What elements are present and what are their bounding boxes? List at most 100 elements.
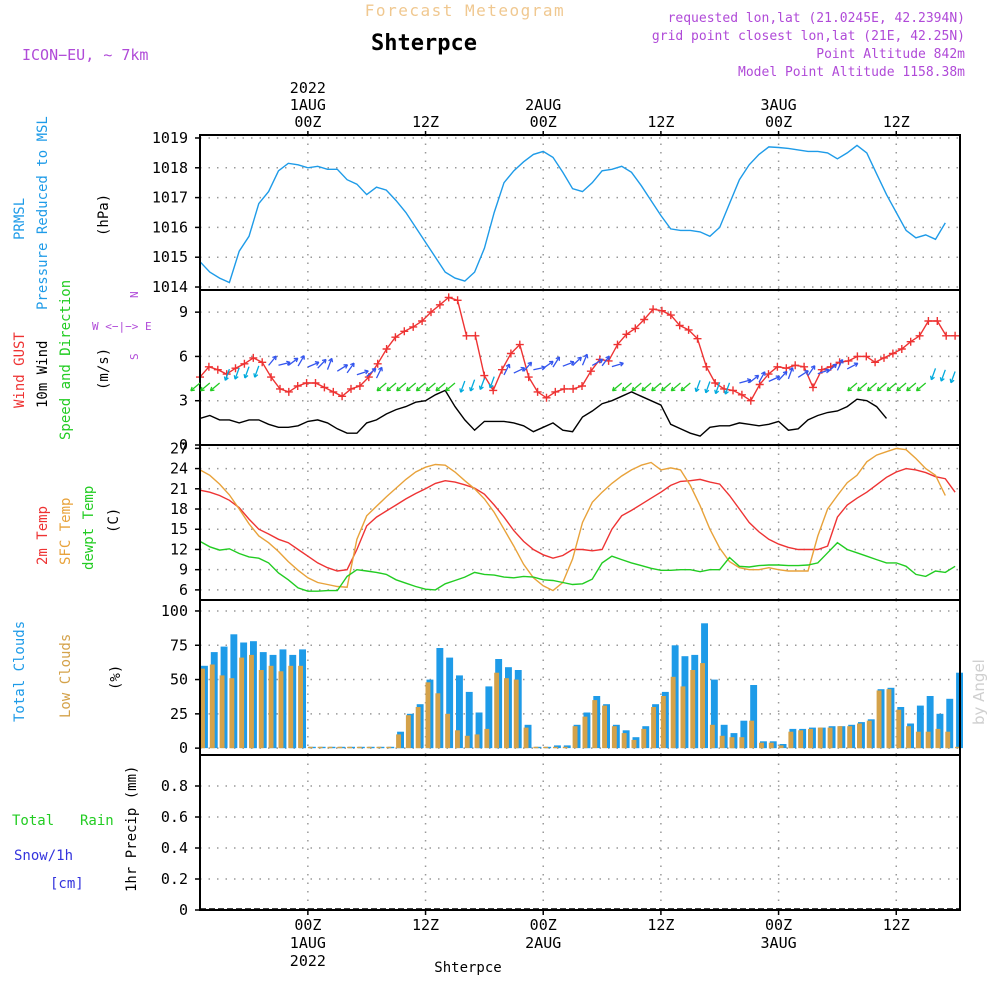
total-cloud-bar: [456, 675, 463, 749]
wind-arrow-head: [929, 375, 935, 381]
wind-arrow: [562, 361, 575, 367]
low-cloud-bar: [219, 675, 225, 749]
low-cloud-bar: [778, 745, 784, 749]
wind-arrow: [827, 363, 837, 373]
wind-arrow: [836, 359, 844, 371]
wind-arrow-head: [670, 386, 676, 392]
wind-arrow-head: [272, 355, 277, 361]
wind-arrow-head: [782, 370, 788, 376]
low-cloud-bar: [494, 672, 500, 749]
y-tick-label: 0.4: [161, 839, 188, 857]
low-cloud-bar: [386, 746, 392, 749]
low-cloud-bar: [317, 746, 323, 749]
wind-arrow: [680, 382, 691, 392]
wind-arrow-head: [680, 386, 686, 392]
gust-marker: [355, 382, 364, 390]
gust-marker: [693, 334, 702, 343]
y-tick-label: 0.6: [161, 808, 188, 826]
y-tick-label: 18: [170, 500, 188, 518]
bottom-time-label: 2AUG: [525, 934, 561, 952]
y-tick-label: 0.2: [161, 870, 188, 888]
wind-arrow-head: [328, 357, 334, 363]
low-cloud-bar: [239, 657, 245, 749]
wind-arrow-head: [286, 360, 291, 366]
cm-label: [cm]: [50, 876, 84, 892]
wind-arrow: [234, 367, 240, 380]
bottom-time-label: 1AUG: [290, 934, 326, 952]
wind-arrow-head: [555, 356, 561, 361]
top-time-label: 00Z: [765, 113, 792, 131]
wind-arrow: [631, 382, 642, 392]
wind-arrow: [847, 382, 858, 392]
wind-arrow: [552, 356, 560, 368]
wind-arrow: [396, 382, 407, 392]
wind-arrow: [778, 371, 788, 381]
gust-marker: [462, 331, 471, 340]
total-cloud-bar: [475, 712, 483, 749]
gust-marker: [347, 384, 355, 393]
low-cloud-bar: [229, 678, 235, 749]
wind-arrow: [445, 382, 456, 392]
total-cloud-bar: [485, 686, 493, 749]
wind-arrow: [807, 365, 816, 376]
wind-arrow: [581, 354, 588, 366]
low-cloud-bar: [347, 746, 352, 749]
temp2m-label: 2m Temp: [35, 506, 51, 565]
gust-marker: [684, 325, 693, 334]
temperature-panel: 2m Temp SFC Temp dewpt Temp (C) 6 9 12 15 18…: [35, 439, 961, 601]
y-tick-label: 100: [161, 602, 188, 620]
wind-arrow-head: [651, 386, 656, 392]
wind-arrow-head: [723, 390, 729, 395]
wind-arrow-head: [775, 375, 781, 381]
wind-arrow: [724, 382, 731, 395]
wind-arrow-head: [253, 373, 259, 378]
wind-arrow: [268, 355, 277, 366]
y-tick-label: 0.8: [161, 777, 188, 795]
wind-arrow: [817, 369, 830, 375]
low-cloud-bar: [464, 735, 470, 749]
low-cloud-bar: [425, 682, 431, 749]
wind-arrow-head: [478, 385, 484, 391]
y-tick-label: 9: [179, 303, 188, 321]
gust-marker: [702, 362, 711, 371]
low-cloud-bar: [709, 724, 715, 749]
series-line-dewpt-temp: [199, 540, 956, 592]
low-cloud-bar: [925, 731, 931, 749]
wind-arrow-head: [906, 386, 911, 392]
wind-arrow: [190, 382, 201, 392]
wind-arrow: [435, 382, 446, 392]
gust-marker: [435, 300, 444, 309]
series-line-prmsl: [199, 144, 946, 284]
wind-arrow-head: [886, 386, 892, 392]
y-tick-label: 21: [170, 480, 188, 498]
wind-arrow-head: [243, 373, 249, 379]
gust-marker: [737, 390, 746, 399]
wind-arrow-head: [631, 386, 637, 392]
wind-arrow-head: [350, 362, 355, 368]
wind-arrow: [612, 382, 623, 392]
top-time-label: 3AUG: [761, 96, 797, 114]
hpa-label: (hPa): [96, 194, 112, 236]
wind-arrow-head: [856, 386, 862, 392]
low-cloud-bar: [504, 678, 509, 749]
low-cloud-bar: [268, 665, 274, 749]
series-line-sfc-temp: [199, 447, 946, 592]
wind-arrow-head: [378, 366, 383, 372]
wind-arrow: [748, 374, 760, 384]
low-cloud-bar: [837, 726, 843, 749]
low-cloud-bar: [209, 664, 215, 749]
wind-arrow-head: [425, 386, 431, 392]
wind-arrow-head: [199, 386, 205, 392]
low-cloud-bar: [847, 726, 853, 749]
credit: by Angel: [970, 659, 988, 725]
wind-arrow: [523, 361, 532, 372]
wind-arrow-head: [621, 386, 627, 392]
wind-arrow-head: [488, 383, 494, 389]
y-tick-label: 1017: [152, 189, 188, 207]
top-time-label: 12Z: [412, 113, 439, 131]
low-cloud-bar: [808, 728, 813, 749]
gust-marker: [951, 331, 960, 340]
low-cloud-bar: [533, 746, 539, 749]
gust-marker: [551, 387, 560, 396]
